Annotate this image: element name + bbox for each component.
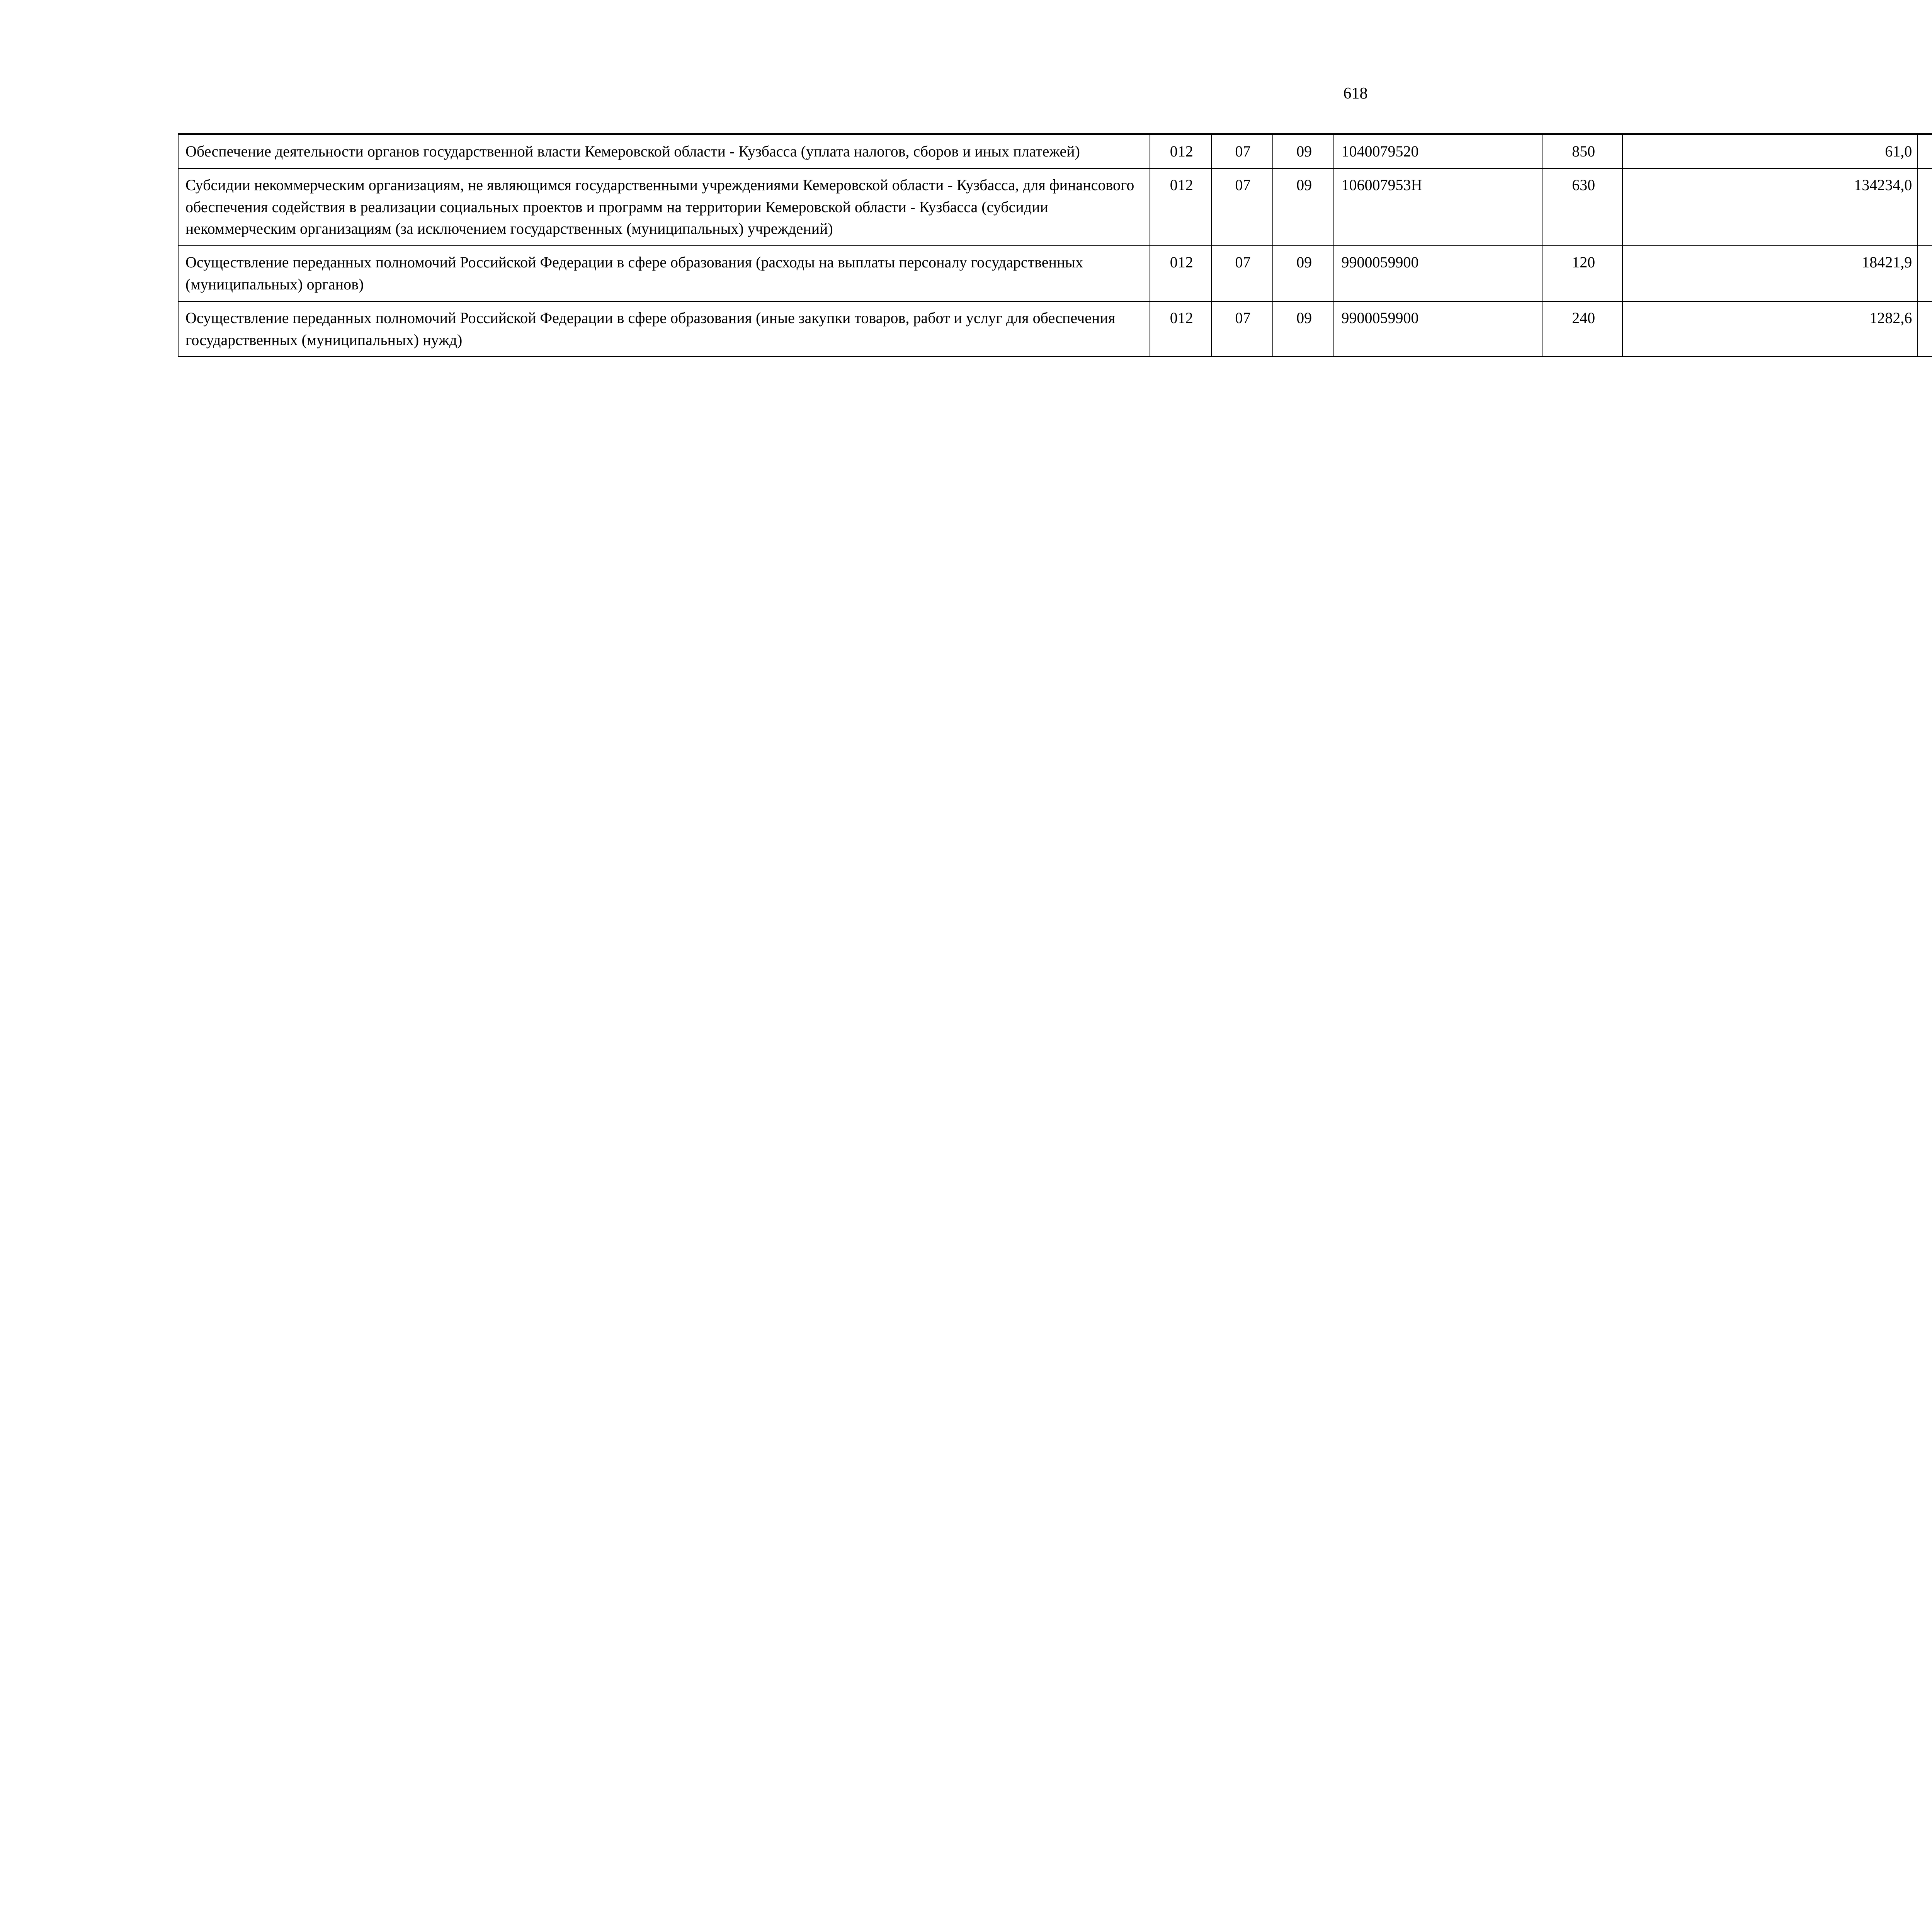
row-code1: 012: [1150, 168, 1211, 246]
document-page: 618 Обеспечение деятельности органов гос…: [0, 0, 1932, 1917]
row-econ-code: 630: [1543, 168, 1622, 246]
row-target-code: 9900059900: [1334, 246, 1543, 301]
row-econ-code: 120: [1543, 246, 1622, 301]
row-value1: 18421,9: [1622, 246, 1918, 301]
row-value1: 134234,0: [1622, 168, 1918, 246]
row-code1: 012: [1150, 134, 1211, 168]
row-code3: 09: [1273, 134, 1334, 168]
row-value2: 18827,9: [1918, 246, 1932, 301]
row-description: Обеспечение деятельности органов государ…: [178, 134, 1150, 168]
row-econ-code: 850: [1543, 134, 1622, 168]
row-code2: 07: [1211, 134, 1273, 168]
budget-table: Обеспечение деятельности органов государ…: [178, 133, 1932, 357]
row-code3: 09: [1273, 301, 1334, 357]
row-code1: 012: [1150, 246, 1211, 301]
row-value2: 1203,8: [1918, 301, 1932, 357]
row-econ-code: 240: [1543, 301, 1622, 357]
row-code3: 09: [1273, 246, 1334, 301]
row-code2: 07: [1211, 168, 1273, 246]
table-row: Осуществление переданных полномочий Росс…: [178, 301, 1932, 357]
row-value1: 1282,6: [1622, 301, 1918, 357]
row-target-code: 1040079520: [1334, 134, 1543, 168]
row-code3: 09: [1273, 168, 1334, 246]
row-description: Осуществление переданных полномочий Росс…: [178, 301, 1150, 357]
row-code1: 012: [1150, 301, 1211, 357]
row-value2: 61,0: [1918, 134, 1932, 168]
row-target-code: 106007953Н: [1334, 168, 1543, 246]
table-row: Субсидии некоммерческим организациям, не…: [178, 168, 1932, 246]
table-row: Обеспечение деятельности органов государ…: [178, 134, 1932, 168]
table-row: Осуществление переданных полномочий Росс…: [178, 246, 1932, 301]
row-value2: [1918, 168, 1932, 246]
row-target-code: 9900059900: [1334, 301, 1543, 357]
page-number: 618: [0, 84, 1932, 103]
table-body: Обеспечение деятельности органов государ…: [178, 134, 1932, 357]
row-description: Субсидии некоммерческим организациям, не…: [178, 168, 1150, 246]
row-description: Осуществление переданных полномочий Росс…: [178, 246, 1150, 301]
row-code2: 07: [1211, 246, 1273, 301]
row-value1: 61,0: [1622, 134, 1918, 168]
row-code2: 07: [1211, 301, 1273, 357]
